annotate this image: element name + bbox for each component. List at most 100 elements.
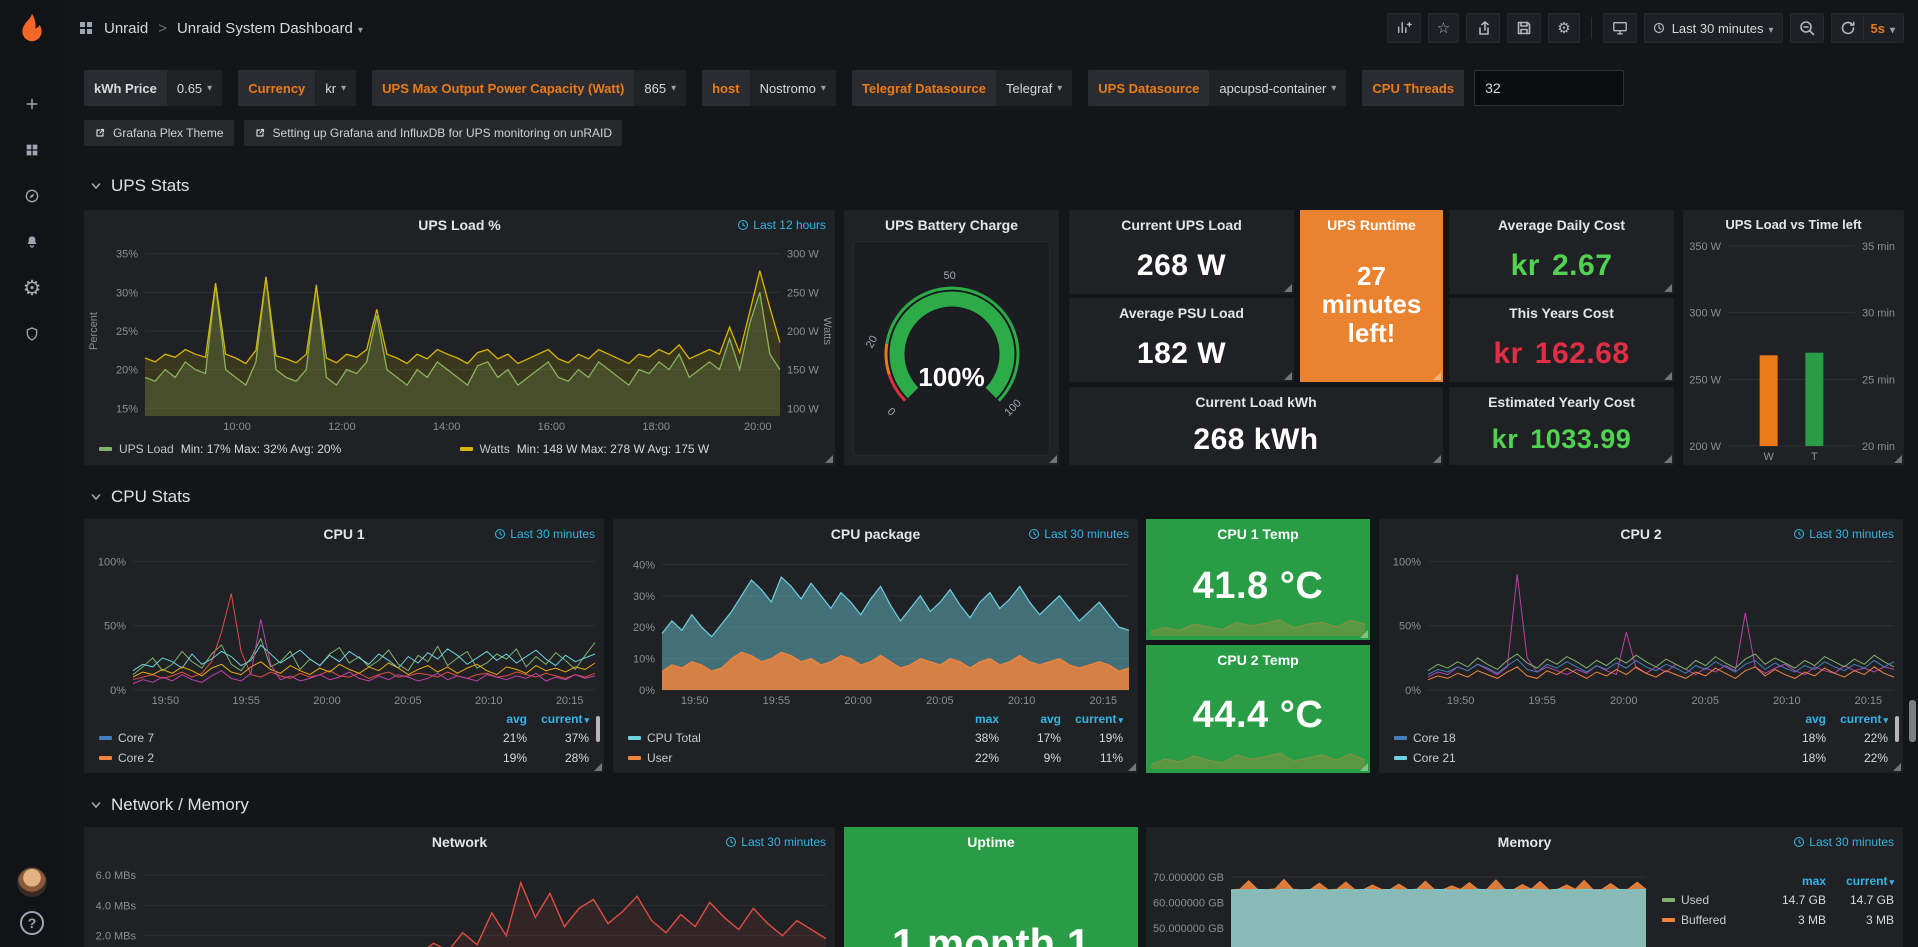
save-dashboard-button[interactable] [1507,13,1542,43]
panel-resize-handle[interactable] [825,455,833,463]
panel-title[interactable]: Average Daily Cost [1497,216,1626,233]
star-dashboard-button[interactable]: ☆ [1427,13,1460,43]
breadcrumb-dashboard-title[interactable]: Unraid System Dashboard [177,20,363,37]
panel-resize-handle[interactable] [1893,763,1901,771]
cpu-package-chart[interactable]: 40% 30% 20% 10% 0% 19:50 19:55 20:00 20:05 20:10 2… [614,547,1137,708]
legend-header[interactable]: current [1832,712,1888,726]
legend-series-name[interactable]: Buffered [1681,913,1727,927]
panel-resize-handle[interactable] [1360,763,1368,771]
dashboard-link[interactable]: Grafana Plex Theme [84,120,234,146]
panel-title[interactable]: Uptime [967,833,1015,850]
sidebar-item-server-admin[interactable] [0,311,64,357]
panel-resize-handle[interactable] [1284,372,1292,380]
panel-resize-handle[interactable] [1664,284,1672,292]
legend-scrollbar[interactable] [596,716,600,742]
panel-title[interactable]: CPU 1 Temp [1217,525,1299,542]
panel-title[interactable]: UPS Battery Charge [884,216,1019,233]
dashboard-link[interactable]: Setting up Grafana and InfluxDB for UPS … [243,120,623,146]
panel-title[interactable]: Estimated Yearly Cost [1488,393,1635,410]
variable-value-dropdown[interactable]: 865 [634,70,687,106]
panel-time-range[interactable]: Last 30 minutes [1793,527,1894,541]
legend-scrollbar[interactable] [1895,716,1899,742]
tv-mode-button[interactable] [1602,13,1637,43]
panel-time-range[interactable]: Last 12 hours [737,218,826,232]
legend-header[interactable]: current [533,712,589,726]
panel-resize-handle[interactable] [1360,630,1368,638]
variable-value-dropdown[interactable]: 0.65 [166,70,223,106]
panel-resize-handle[interactable] [1049,455,1057,463]
user-avatar[interactable] [17,867,47,897]
network-chart[interactable]: 6.0 MBs 4.0 MBs 2.0 MBs [85,855,834,947]
panel-title[interactable]: CPU 2 Temp [1217,651,1299,668]
panel-resize-handle[interactable] [594,763,602,771]
panel-title[interactable]: UPS Runtime [1327,216,1416,233]
variable-value-dropdown[interactable]: apcupsd-container [1209,70,1347,106]
panel-title[interactable]: Current UPS Load [1121,216,1242,233]
legend-header[interactable]: max [1801,874,1826,888]
cpu-threads-input[interactable] [1474,70,1625,106]
panel-resize-handle[interactable] [1664,455,1672,463]
scrollbar-thumb[interactable] [1909,700,1916,742]
time-range-picker[interactable]: Last 30 minutes [1643,13,1783,43]
panel-title[interactable]: This Years Cost [1509,304,1614,321]
panel-title[interactable]: Current Load kWh [1195,393,1317,410]
sidebar-item-explore[interactable] [0,173,64,219]
panel-time-range[interactable]: Last 30 minutes [1028,527,1129,541]
panel-title[interactable]: CPU package [830,525,921,542]
breadcrumb-app[interactable]: Unraid [104,19,149,37]
legend-series-name[interactable]: Used [1681,893,1710,907]
panel-resize-handle[interactable] [1433,372,1441,380]
panel-title[interactable]: Memory [1497,833,1552,850]
panel-resize-handle[interactable] [1433,455,1441,463]
legend-series-name[interactable]: Watts [479,442,510,456]
zoom-out-button[interactable] [1789,13,1824,43]
legend-header[interactable]: avg [1805,712,1826,726]
panel-title[interactable]: UPS Load vs Time left [1725,217,1862,232]
legend-series-name[interactable]: Core 7 [118,731,155,745]
legend-series-name[interactable]: CPU Total [647,731,701,745]
legend-series-name[interactable]: UPS Load [119,442,174,456]
panel-resize-handle[interactable] [1664,372,1672,380]
legend-header[interactable]: max [974,712,999,726]
legend-header[interactable]: current [1832,874,1894,888]
panel-title[interactable]: Network [431,833,488,850]
row-header-ups-stats[interactable]: UPS Stats [90,176,189,196]
panel-time-range[interactable]: Last 30 minutes [494,527,595,541]
row-header-cpu-stats[interactable]: CPU Stats [90,487,190,507]
variable-value-dropdown[interactable]: Telegraf [995,70,1073,106]
legend-series-name[interactable]: Core 21 [1413,751,1456,765]
legend-series-name[interactable]: Core 2 [118,751,155,765]
legend-series-name[interactable]: Core 18 [1413,731,1456,745]
panel-resize-handle[interactable] [1128,763,1136,771]
refresh-picker[interactable]: 5s [1830,13,1904,43]
panel-time-range[interactable]: Last 30 minutes [1793,835,1894,849]
create-button[interactable] [0,81,64,127]
cpu1-chart[interactable]: 100% 50% 0% 19:50 19:55 20:00 20:05 20:10 20:15 [85,547,603,708]
add-panel-button[interactable] [1386,13,1421,43]
row-header-network-memory[interactable]: Network / Memory [90,795,249,815]
panel-time-range[interactable]: Last 30 minutes [725,835,826,849]
legend-header[interactable]: avg [506,712,527,726]
legend-series-name[interactable]: User [647,751,673,765]
panel-title[interactable]: Average PSU Load [1119,304,1244,321]
sidebar-item-configuration[interactable]: ⚙ [0,265,64,311]
ups-bar-chart[interactable]: 350 W 300 W 250 W 200 W 35 min 30 min 25 min 20… [1684,238,1903,464]
cpu2-chart[interactable]: 100% 50% 0% 19:50 19:55 20:00 20:05 20:10 20:15 [1380,547,1902,708]
panel-title[interactable]: CPU 2 [1620,525,1662,542]
help-icon[interactable]: ? [20,911,44,935]
sidebar-item-alerting[interactable] [0,219,64,265]
grafana-logo-icon[interactable] [14,11,50,47]
sidebar-item-dashboards[interactable] [0,127,64,173]
variable-value-dropdown[interactable]: Nostromo [749,70,836,106]
panel-resize-handle[interactable] [1284,284,1292,292]
variable-value-dropdown[interactable]: kr [315,70,357,106]
share-dashboard-button[interactable] [1466,13,1501,43]
dashboard-settings-button[interactable]: ⚙ [1548,13,1580,43]
legend-header[interactable]: current [1067,712,1123,726]
memory-chart[interactable]: 70.000000 GB 60.000000 GB 50.000000 GB [1147,855,1652,947]
panel-resize-handle[interactable] [1894,455,1902,463]
ups-load-chart[interactable]: 35% 30% 25% 20% 15% Percent 300 W 250 W 200 W 150… [85,238,834,434]
panel-title[interactable]: CPU 1 [323,525,365,542]
legend-header[interactable]: avg [1040,712,1061,726]
panel-title[interactable]: UPS Load % [418,216,501,233]
